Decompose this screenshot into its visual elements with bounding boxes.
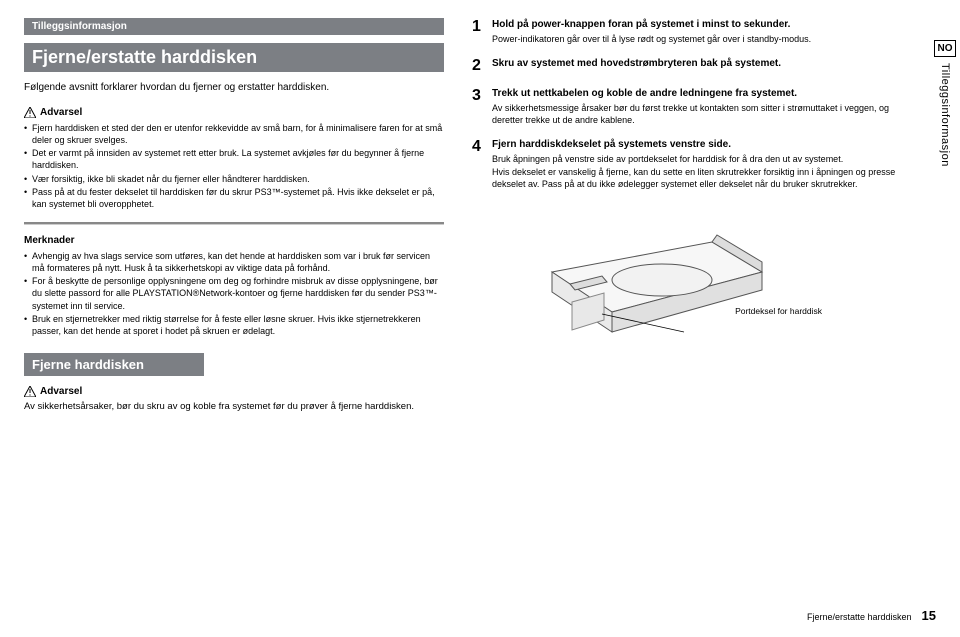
step: 3 Trekk ut nettkabelen og koble de andre… [472,87,936,126]
warning-item: Det er varmt på innsiden av systemet ret… [32,147,444,171]
step: 4 Fjern harddiskdekselet på systemets ve… [472,138,936,189]
step: 2 Skru av systemet med hovedstrømbrytere… [472,57,936,75]
step-number: 2 [472,57,492,75]
section-label: Tilleggsinformasjon [24,18,444,35]
step-desc: Av sikkerhetsmessige årsaker bør du førs… [492,102,910,126]
warning-item: Pass på at du fester dekselet til harddi… [32,186,444,210]
warning2-heading: Advarsel [24,386,444,397]
notes-list: •Avhengig av hva slags service som utfør… [24,250,444,337]
step-desc: Power-indikatoren går over til å lyse rø… [492,33,910,45]
figure-console: Portdeksel for harddisk [512,202,792,352]
step-number: 3 [472,87,492,126]
page-title: Fjerne/erstatte harddisken [24,43,444,72]
step-title: Trekk ut nettkabelen og koble de andre l… [492,87,910,100]
lang-badge: NO [934,40,956,57]
warning-list: •Fjern harddisken et sted der den er ute… [24,122,444,210]
step-title: Skru av systemet med hovedstrømbryteren … [492,57,910,70]
sub-title: Fjerne harddisken [24,353,204,376]
note-item: For å beskytte de personlige opplysninge… [32,275,444,311]
warning-icon [24,386,36,397]
page-number: 15 [922,608,936,623]
footer: Fjerne/erstatte harddisken 15 [807,608,936,623]
side-tab-label: Tilleggsinformasjon [939,63,951,167]
warning-label: Advarsel [40,107,82,118]
figure-label: Portdeksel for harddisk [735,306,822,316]
warning-item: Vær forsiktig, ikke bli skadet når du fj… [32,173,444,185]
side-tabs: NO Tilleggsinformasjon [934,40,956,167]
step: 1 Hold på power-knappen foran på systeme… [472,18,936,45]
warning-heading: Advarsel [24,107,444,118]
notes-heading: Merknader [24,235,444,246]
warning-icon [24,107,36,118]
note-item: Avhengig av hva slags service som utføre… [32,250,444,274]
warning2-label: Advarsel [40,386,82,397]
step-desc: Bruk åpningen på venstre side av portdek… [492,153,910,189]
footer-breadcrumb: Fjerne/erstatte harddisken [807,612,912,622]
divider [24,222,444,225]
steps-list: 1 Hold på power-knappen foran på systeme… [472,18,936,190]
step-number: 1 [472,18,492,45]
step-title: Fjern harddiskdekselet på systemets vens… [492,138,910,151]
step-title: Hold på power-knappen foran på systemet … [492,18,910,31]
intro-text: Følgende avsnitt forklarer hvordan du fj… [24,82,444,93]
warning2-text: Av sikkerhetsårsaker, bør du skru av og … [24,401,444,414]
step-number: 4 [472,138,492,189]
note-item: Bruk en stjernetrekker med riktig større… [32,313,444,337]
warning-item: Fjern harddisken et sted der den er uten… [32,122,444,146]
